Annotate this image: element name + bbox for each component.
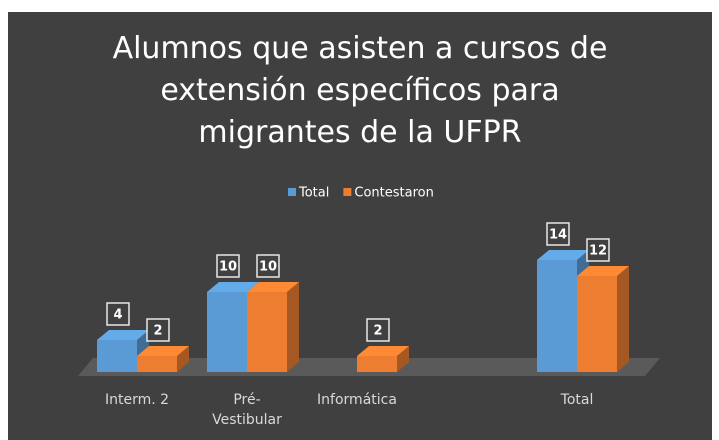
bar-side (177, 346, 189, 372)
value-label: 4 (113, 308, 122, 323)
bar-top (247, 282, 299, 292)
value-label-box (366, 318, 390, 342)
bar-top (207, 282, 259, 292)
legend-label: Total (298, 186, 329, 201)
value-label: 10 (259, 260, 277, 275)
bar (247, 292, 287, 372)
bar (97, 340, 137, 372)
value-label-box (146, 318, 170, 342)
bar-side (287, 282, 299, 372)
value-label: 2 (373, 324, 382, 339)
legend-swatch (288, 188, 296, 196)
bar (207, 292, 247, 372)
bar-top (357, 346, 409, 356)
bar-top (97, 330, 149, 340)
x-tick-label: Pré-Vestibular (212, 392, 282, 428)
bar (577, 276, 617, 372)
bar-top (537, 250, 589, 260)
bar-top (137, 346, 189, 356)
value-label: 10 (219, 260, 237, 275)
value-label-box (106, 302, 130, 326)
value-label-box (546, 222, 570, 246)
value-label: 14 (549, 228, 567, 243)
bar (537, 260, 577, 372)
bar-top (577, 266, 629, 276)
bar-side (397, 346, 409, 372)
value-label: 12 (589, 244, 607, 259)
x-tick-label: Informática (317, 392, 397, 408)
bar (137, 356, 177, 372)
chart-title: Alumnos que asisten a cursos de extensió… (112, 31, 608, 150)
value-label-box (216, 254, 240, 278)
bar-side (617, 266, 629, 372)
value-label: 2 (153, 324, 162, 339)
x-tick-label: Interm. 2 (104, 392, 170, 408)
value-label-box (256, 254, 280, 278)
legend-label: Contestaron (354, 186, 433, 201)
value-label-box (586, 238, 610, 262)
legend-swatch (343, 188, 352, 196)
x-tick-label: Total (560, 392, 594, 408)
bar (357, 356, 397, 372)
